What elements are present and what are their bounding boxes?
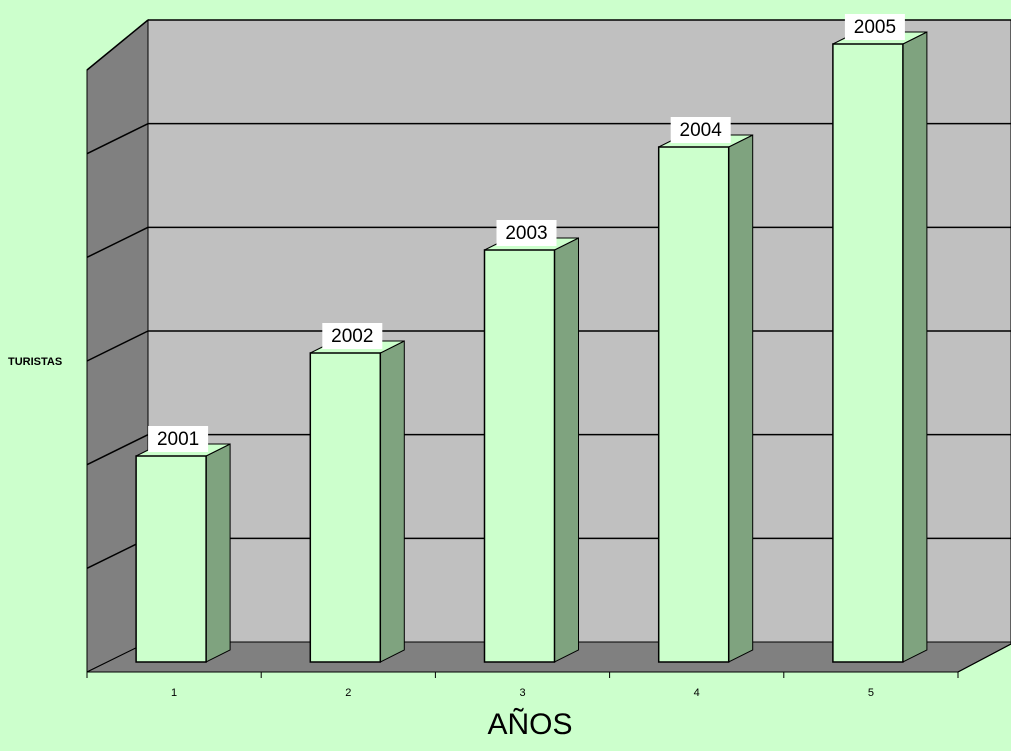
gridline-side	[86, 330, 149, 362]
bar-side	[902, 31, 928, 663]
bar	[657, 146, 730, 663]
data-label-box	[496, 220, 557, 246]
gridline-side	[86, 19, 149, 71]
data-label: 2005	[854, 17, 896, 38]
bar-side	[554, 237, 579, 663]
bar-side	[205, 443, 231, 663]
data-label: 2003	[505, 223, 547, 244]
bar	[483, 249, 556, 663]
bar	[135, 455, 207, 663]
x-tick-label: 4	[694, 687, 700, 699]
bar-side	[728, 134, 754, 663]
x-tick-label: 5	[868, 687, 874, 699]
x-tick-label: 3	[519, 687, 525, 699]
floor-edge	[957, 643, 1011, 673]
x-tick-label: 1	[171, 687, 177, 699]
data-label-box	[322, 323, 383, 349]
data-label: 2001	[157, 429, 199, 450]
gridline-side	[86, 226, 149, 259]
y-axis-label: TURISTAS	[8, 356, 63, 368]
gridline-side	[86, 122, 149, 155]
data-label-box	[148, 426, 209, 452]
bar-side	[379, 340, 405, 663]
data-label: 2004	[680, 120, 723, 141]
data-label-box	[670, 117, 731, 143]
data-label: 2002	[331, 326, 373, 347]
data-label-box	[844, 14, 905, 40]
bar	[309, 352, 382, 663]
x-axis-label: AÑOS	[487, 708, 573, 741]
x-tick-label: 2	[345, 687, 351, 699]
bar	[832, 43, 904, 663]
gridline-side	[86, 433, 149, 466]
